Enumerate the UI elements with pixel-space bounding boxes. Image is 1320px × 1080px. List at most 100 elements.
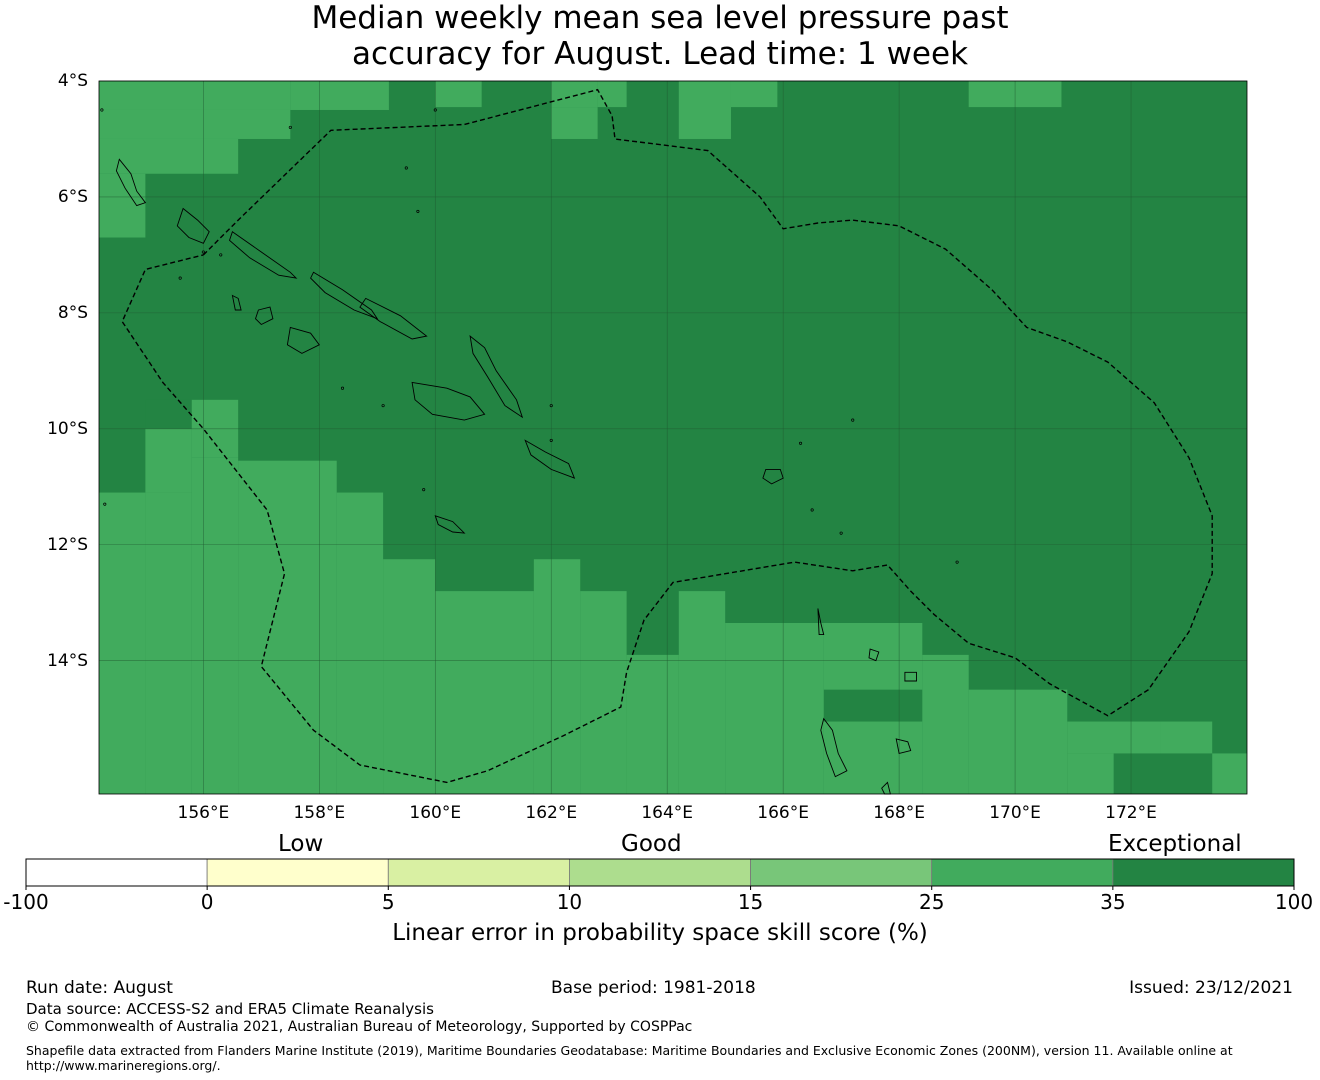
- data-source: Data source: ACCESS-S2 and ERA5 Climate …: [26, 1000, 434, 1018]
- category-low: Low: [278, 831, 324, 857]
- latitude-label: 4°S: [57, 71, 88, 91]
- islet-outline: [381, 404, 385, 408]
- island-outline: [115, 158, 147, 207]
- map-frame: [98, 80, 1248, 795]
- skill-cell: [290, 81, 389, 110]
- colorbar-frame: [25, 858, 1295, 887]
- island-outline: [762, 468, 784, 485]
- island-outline: [411, 381, 486, 421]
- longitude-label: 166°E: [757, 803, 809, 823]
- longitude-label: 170°E: [989, 803, 1041, 823]
- islet-outline: [201, 250, 205, 254]
- skill-cell: [730, 81, 778, 108]
- islet-outline: [433, 108, 437, 112]
- islet-outline: [178, 276, 182, 280]
- skill-cell: [1160, 721, 1213, 754]
- islet-outline: [799, 441, 803, 445]
- skill-cell: [823, 721, 923, 794]
- island-outline: [176, 207, 210, 244]
- skill-cell: [626, 654, 679, 794]
- colorbar-bin: [206, 858, 389, 887]
- island-outline: [254, 306, 274, 326]
- islet-outline: [851, 418, 855, 422]
- colorbar-bin: [1112, 858, 1295, 887]
- colorbar-bin: [25, 858, 208, 887]
- run-date: Run date: August: [26, 978, 173, 998]
- colorbar-bin: [387, 858, 570, 887]
- colorbar-tick-label: 10: [556, 890, 583, 914]
- island-outline: [904, 671, 917, 682]
- islet-outline: [422, 488, 426, 492]
- colorbar-tick-label: 5: [381, 890, 395, 914]
- longitude-label: 160°E: [409, 803, 462, 823]
- skill-grid-cells: [99, 81, 1247, 794]
- island-outline: [820, 717, 848, 778]
- skill-cell: [725, 622, 824, 794]
- islet-outline: [810, 508, 814, 512]
- skill-cell: [435, 81, 482, 108]
- base-period: Base period: 1981-2018: [551, 978, 756, 998]
- latitude-label: 14°S: [47, 650, 88, 671]
- eez-boundary: [121, 88, 1213, 784]
- islet-outline: [100, 108, 104, 112]
- skill-cell: [99, 492, 146, 794]
- island-outline: [868, 648, 880, 662]
- island-outline: [231, 294, 242, 311]
- longitude-label: 164°E: [641, 803, 694, 823]
- category-exceptional: Exceptional: [1108, 831, 1242, 857]
- island-outline: [434, 515, 466, 534]
- islet-outline: [219, 253, 223, 257]
- island-outline: [817, 608, 825, 636]
- skill-cell: [823, 622, 923, 690]
- issued-date: Issued: 23/12/2021: [1129, 978, 1293, 998]
- island-outline: [286, 326, 320, 354]
- skill-cell: [99, 138, 239, 174]
- longitude-label: 162°E: [525, 803, 578, 823]
- colorbar-tick-label: 100: [1274, 890, 1314, 914]
- latitude-label: 8°S: [57, 302, 88, 323]
- skill-cell: [533, 559, 581, 794]
- skill-cell: [99, 109, 291, 139]
- island-outline: [895, 738, 912, 754]
- longitude-label: 158°E: [293, 803, 346, 823]
- skill-cell: [145, 492, 192, 794]
- colorbar-tick-label: 25: [918, 890, 945, 914]
- islet-outline: [955, 560, 959, 564]
- skill-cell: [678, 591, 726, 794]
- skill-cell: [597, 81, 627, 108]
- island-outline: [310, 271, 379, 320]
- colorbar-tick-label: 15: [737, 890, 764, 914]
- category-good: Good: [621, 831, 682, 857]
- skill-cell: [99, 81, 291, 110]
- eez-boundary-line: [121, 88, 1213, 784]
- colorbar-tick-label: 35: [1100, 890, 1126, 914]
- islet-outline: [103, 502, 107, 506]
- skill-cell: [435, 591, 534, 794]
- colorbar-bin: [750, 858, 933, 887]
- longitude-label: 168°E: [873, 803, 925, 823]
- longitude-label: 156°E: [177, 803, 230, 823]
- skill-cell: [383, 559, 436, 794]
- islet-outline: [340, 386, 345, 390]
- colorbar-bin: [931, 858, 1114, 887]
- map-title-line-2: accuracy for August. Lead time: 1 week: [351, 36, 969, 72]
- map-title-line-1: Median weekly mean sea level pressure pa…: [311, 0, 1009, 36]
- islet-outline: [549, 438, 553, 442]
- island-outline: [524, 439, 576, 479]
- islet-outline: [416, 209, 420, 213]
- colorbar-title: Linear error in probability space skill …: [392, 920, 928, 946]
- shapefile-credit-line-2: http://www.marineregions.org/.: [26, 1058, 221, 1073]
- skill-cell: [191, 457, 239, 794]
- skill-cell: [1212, 753, 1247, 794]
- skill-cell: [1067, 753, 1114, 794]
- shapefile-credit-line-1: Shapefile data extracted from Flanders M…: [26, 1043, 1233, 1058]
- copyright-notice: © Commonwealth of Australia 2021, Austra…: [26, 1019, 693, 1035]
- latitude-label: 6°S: [57, 186, 88, 207]
- latitude-label: 10°S: [47, 418, 88, 439]
- islet-outline: [288, 125, 292, 129]
- skill-cell: [678, 81, 731, 139]
- skill-cell: [238, 460, 337, 794]
- island-outline: [228, 230, 298, 279]
- latitude-label: 12°S: [47, 534, 88, 555]
